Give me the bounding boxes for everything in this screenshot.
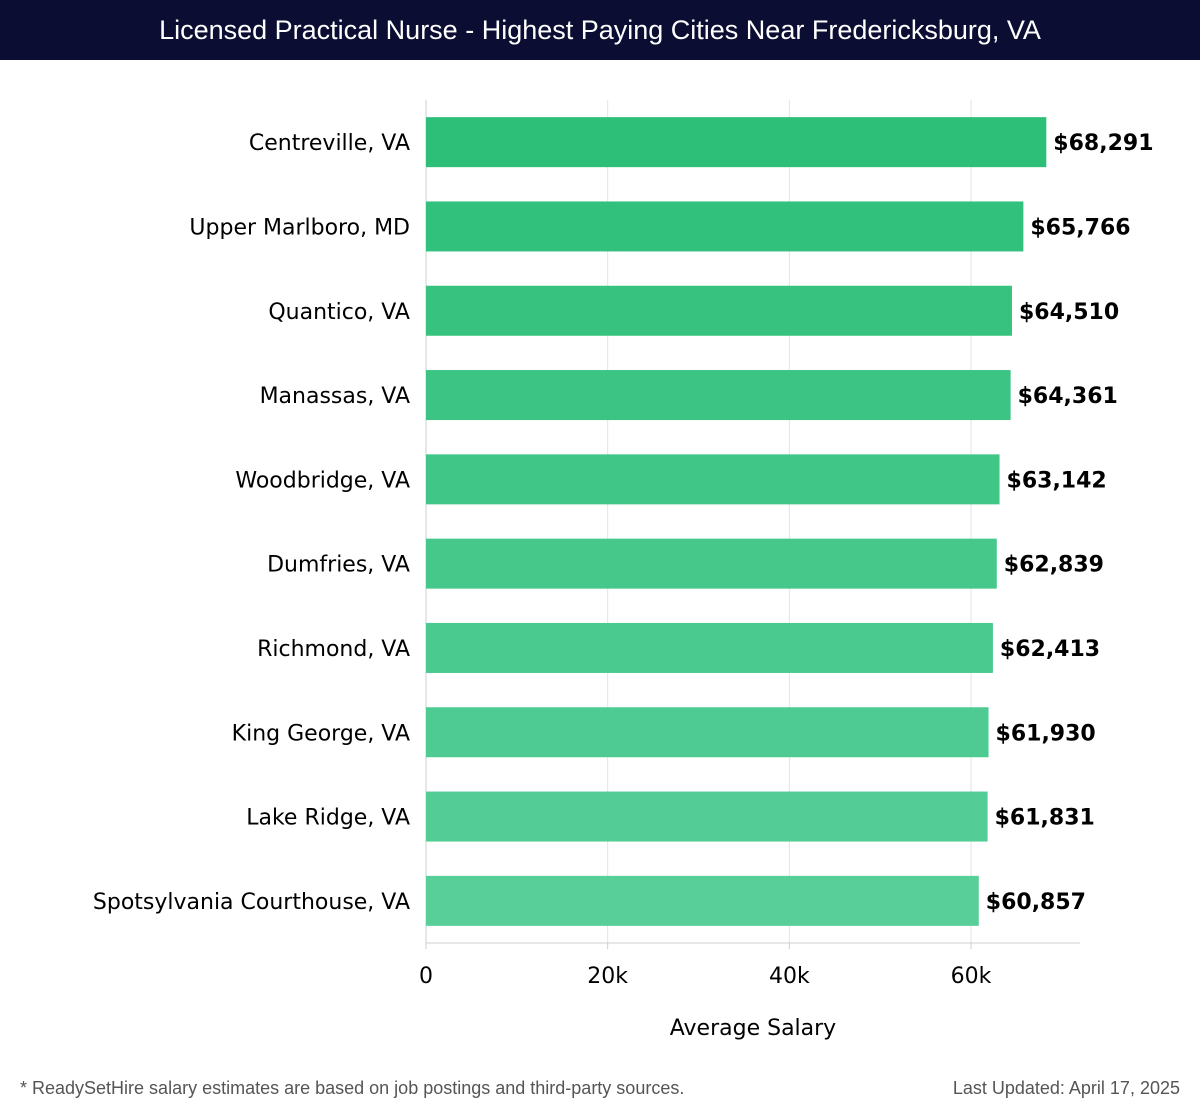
x-tick-label: 0 — [419, 964, 433, 989]
bar-value-label: $63,142 — [1007, 468, 1107, 493]
bar — [426, 117, 1047, 168]
bar-chart: 0 20k 40k 60k Average Salary Centreville, VA $… — [93, 100, 1154, 1041]
category-label: Centreville, VA — [249, 131, 410, 156]
bar — [426, 707, 989, 758]
bar — [426, 791, 988, 842]
bar-value-label: $62,839 — [1004, 553, 1104, 578]
bar-value-label: $68,291 — [1053, 131, 1153, 156]
footer: * ReadySetHire salary estimates are base… — [0, 1078, 1200, 1108]
bar-value-label: $62,413 — [1000, 637, 1100, 662]
bar — [426, 622, 993, 673]
x-tick-label: 40k — [769, 964, 810, 989]
x-tick-label: 20k — [587, 964, 628, 989]
category-label: Upper Marlboro, MD — [189, 215, 410, 240]
bar — [426, 285, 1012, 336]
category-label: Dumfries, VA — [267, 553, 410, 578]
bar-value-label: $61,930 — [996, 721, 1096, 746]
bar-value-label: $64,361 — [1018, 384, 1118, 409]
bar-value-label: $65,766 — [1030, 215, 1130, 240]
last-updated: Last Updated: April 17, 2025 — [952, 1078, 1180, 1098]
bar — [426, 875, 979, 926]
bar — [426, 370, 1011, 421]
bar-value-label: $61,831 — [995, 806, 1095, 831]
bar — [426, 538, 997, 589]
chart-title: Licensed Practical Nurse - Highest Payin… — [159, 14, 1041, 45]
bar — [426, 201, 1024, 252]
footer-note: * ReadySetHire salary estimates are base… — [20, 1078, 685, 1098]
x-axis-label: Average Salary — [670, 1016, 836, 1041]
category-label: King George, VA — [232, 721, 410, 746]
bar-value-label: $64,510 — [1019, 300, 1119, 325]
category-label: Quantico, VA — [268, 300, 410, 325]
chart-title-bar: Licensed Practical Nurse - Highest Payin… — [0, 0, 1200, 60]
bar — [426, 454, 1000, 505]
category-label: Spotsylvania Courthouse, VA — [93, 890, 410, 915]
bar-value-label: $60,857 — [986, 890, 1086, 915]
category-label: Manassas, VA — [260, 384, 410, 409]
category-label: Richmond, VA — [257, 637, 410, 662]
x-tick-label: 60k — [951, 964, 992, 989]
category-label: Woodbridge, VA — [235, 468, 410, 493]
category-label: Lake Ridge, VA — [246, 806, 410, 831]
